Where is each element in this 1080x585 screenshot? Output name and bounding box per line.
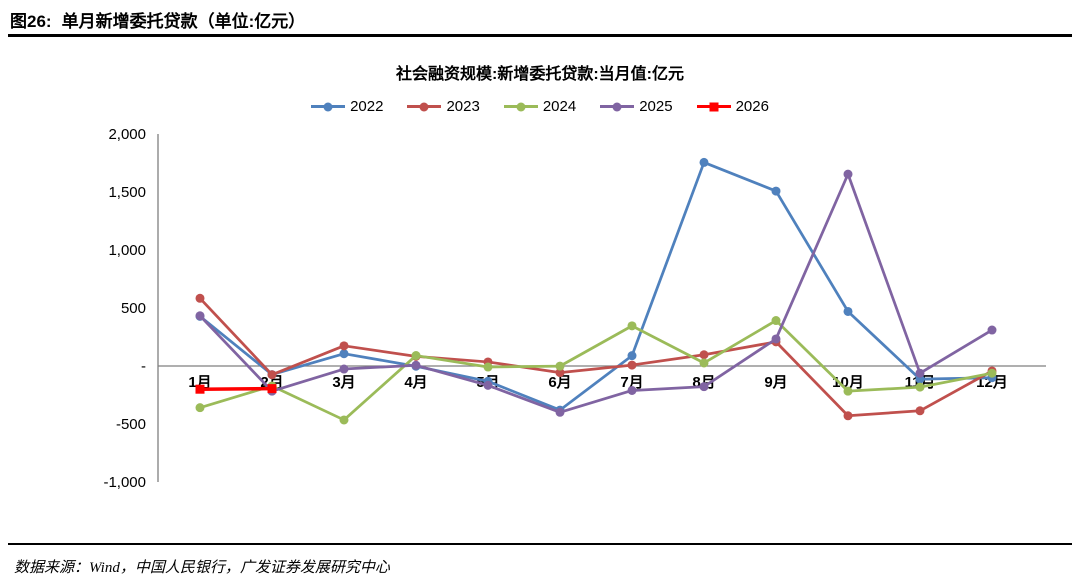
chart-title: 社会融资规模:新增委托贷款:当月值:亿元	[396, 66, 684, 83]
data-point-2022	[699, 157, 709, 167]
series-line-2022	[198, 161, 994, 412]
y-tick-label: 1,000	[108, 242, 146, 259]
legend-item-2024: 2024	[503, 98, 577, 115]
data-point-2023	[915, 406, 925, 416]
data-point-2024	[699, 358, 709, 368]
x-tick-label: 1月	[188, 374, 211, 391]
data-source-note: 数据来源：Wind，中国人民银行，广发证券发展研究中心	[14, 560, 390, 576]
data-point-2025	[411, 360, 421, 370]
data-point-2026	[267, 384, 277, 394]
data-point-2023	[195, 293, 205, 303]
legend-line-marker-icon	[600, 101, 635, 112]
line-chart-plot-area: 2,0001,5001,000500--500-1,0001月2月3月4月5月6…	[103, 126, 1046, 491]
data-point-2025	[771, 334, 781, 344]
x-tick-label: 3月	[332, 374, 355, 391]
x-tick-label: 9月	[764, 374, 787, 391]
x-tick-label: 7月	[620, 374, 643, 391]
data-point-2024	[411, 351, 421, 361]
data-point-2025	[699, 382, 709, 392]
data-point-2024	[195, 403, 205, 413]
data-point-2025	[987, 325, 997, 335]
x-tick-label: 6月	[548, 374, 571, 391]
data-point-2025	[915, 368, 925, 378]
figure-number: 图26:	[10, 12, 52, 31]
data-point-2024	[339, 415, 349, 425]
data-point-2025	[627, 385, 637, 395]
data-point-2025	[195, 311, 205, 321]
legend-item-2022: 2022	[311, 98, 383, 115]
data-point-2023	[699, 350, 709, 360]
data-point-2023	[627, 360, 637, 370]
y-tick-label: 500	[121, 300, 146, 317]
data-point-2023	[555, 368, 565, 378]
data-point-2022	[627, 351, 637, 361]
data-point-2024	[771, 316, 781, 326]
data-point-2022	[843, 306, 853, 316]
y-tick-label: 1,500	[108, 184, 146, 201]
footer-divider-line	[8, 543, 1072, 545]
legend-label: 2024	[542, 98, 577, 115]
legend-label: 2025	[639, 98, 673, 115]
figure-caption: 图26: 单月新增委托贷款（单位:亿元）	[10, 7, 1070, 32]
legend-square-marker-icon	[696, 101, 731, 112]
data-point-2024	[627, 321, 637, 331]
series-line-2026	[198, 386, 274, 391]
data-point-2023	[843, 411, 853, 421]
series-line-2023	[198, 296, 994, 418]
x-tick-label: 10月	[832, 374, 864, 391]
legend-label: 2026	[735, 98, 769, 115]
series-line-2024	[198, 319, 994, 422]
data-point-2024	[843, 386, 853, 396]
y-tick-label: -500	[116, 416, 146, 433]
legend-line-marker-icon	[407, 101, 442, 112]
data-point-2024	[987, 368, 997, 378]
data-point-2026	[195, 384, 205, 394]
data-point-2024	[915, 382, 925, 392]
data-point-2025	[843, 169, 853, 179]
data-point-2025	[339, 364, 349, 374]
y-tick-label: 2,000	[108, 126, 146, 143]
figure-title: 单月新增委托贷款（单位:亿元）	[61, 12, 306, 31]
legend-item-2026: 2026	[696, 98, 769, 115]
chart-legend: 2022 2023 2024 2025 2026	[0, 98, 1080, 115]
legend-line-marker-icon	[311, 101, 346, 112]
legend-line-marker-icon	[503, 101, 538, 112]
y-tick-label: -1,000	[103, 474, 146, 491]
data-point-2023	[339, 341, 349, 351]
data-point-2025	[483, 380, 493, 390]
series-line-2025	[198, 172, 994, 414]
data-point-2025	[555, 407, 565, 417]
data-point-2022	[771, 186, 781, 196]
caption-divider-line	[8, 34, 1072, 37]
legend-label: 2022	[350, 98, 384, 115]
data-point-2022	[339, 349, 349, 359]
legend-item-2025: 2025	[600, 98, 673, 115]
data-point-2024	[555, 361, 565, 371]
legend-item-2023: 2023	[407, 98, 480, 115]
y-tick-label: -	[141, 358, 146, 375]
data-point-2023	[267, 370, 277, 380]
legend-label: 2023	[446, 98, 480, 115]
x-tick-label: 4月	[404, 374, 427, 391]
data-point-2024	[483, 362, 493, 372]
